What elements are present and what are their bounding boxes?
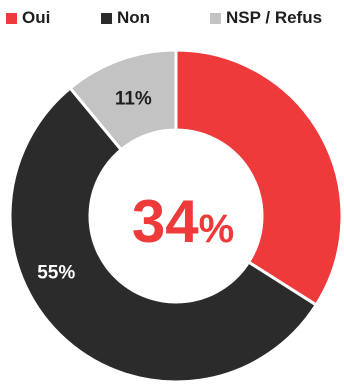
legend-item-non: Non [101, 6, 150, 30]
slice-label-non: 55% [37, 262, 75, 283]
legend-swatch-nsp [210, 12, 221, 24]
legend-swatch-oui [6, 12, 17, 24]
center-value-unit: % [199, 207, 235, 251]
donut-slice-nsp [68, 48, 178, 152]
legend-item-oui: Oui [6, 6, 50, 30]
donut-slices [8, 48, 344, 384]
legend-label-oui: Oui [22, 8, 51, 27]
chart-legend: Oui Non NSP / Refus [0, 6, 344, 30]
center-value-label: 34% [132, 188, 234, 255]
center-value-number: 34 [132, 188, 199, 255]
legend-swatch-non [101, 12, 112, 24]
slice-labels: 55% 11% [37, 88, 152, 283]
legend-label-non: Non [117, 8, 151, 27]
slice-label-nsp: 11% [115, 88, 152, 109]
donut-slice-oui [174, 48, 344, 308]
legend-label-nsp: NSP / Refus [226, 8, 323, 27]
legend-item-nsp: NSP / Refus [210, 6, 322, 30]
